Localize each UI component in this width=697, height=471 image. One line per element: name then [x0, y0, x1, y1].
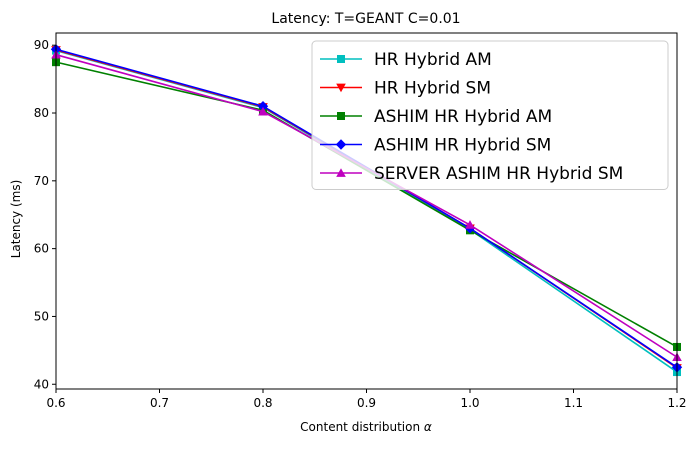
legend-swatch-marker — [336, 83, 346, 93]
y-tick-label: 40 — [34, 377, 49, 391]
legend-entry: ASHIM HR Hybrid AM — [320, 107, 552, 127]
data-point — [258, 106, 268, 116]
legend-label: ASHIM HR Hybrid AM — [374, 107, 552, 127]
legend-label: HR Hybrid AM — [374, 50, 492, 70]
x-axis-title-symbol: α — [424, 420, 432, 434]
axes: 0.6 0.7 0.8 0.9 1.0 1.1 1.2 40 50 60 70 80 90 — [34, 32, 687, 410]
legend-swatch-marker — [336, 168, 346, 177]
x-axis-title: Content distribution α — [300, 420, 432, 434]
legend-swatch-marker — [335, 139, 347, 150]
y-tick-label: 50 — [34, 309, 49, 323]
x-axis-title-text: Content distribution — [300, 420, 420, 434]
legend-label: ASHIM HR Hybrid SM — [374, 136, 551, 156]
legend-entry: HR Hybrid SM — [320, 79, 491, 99]
legend-entry: SERVER ASHIM HR Hybrid SM — [320, 164, 623, 184]
y-tick-label: 60 — [34, 242, 49, 256]
x-tick-label: 0.8 — [253, 396, 272, 410]
legend-entry: ASHIM HR Hybrid SM — [320, 136, 551, 156]
y-axis-title: Latency (ms) — [9, 180, 23, 259]
x-tick-label: 1.1 — [564, 396, 583, 410]
legend-entry: HR Hybrid AM — [320, 50, 492, 70]
chart-title: Latency: T=GEANT C=0.01 — [271, 11, 460, 27]
legend-swatch-marker — [337, 112, 345, 120]
legend-swatch-marker — [337, 55, 345, 63]
y-tick-label: 90 — [34, 38, 49, 52]
x-tick-label: 0.6 — [46, 396, 65, 410]
x-tick-label: 0.9 — [357, 396, 376, 410]
x-tick-label: 1.2 — [667, 396, 686, 410]
y-tick-label: 80 — [34, 106, 49, 120]
data-point — [465, 220, 475, 229]
legend-label: HR Hybrid SM — [374, 79, 491, 99]
legend-label: SERVER ASHIM HR Hybrid SM — [374, 164, 623, 184]
legend: HR Hybrid AM HR Hybrid SM ASHIM HR Hybrid … — [311, 40, 669, 190]
legend-box — [311, 40, 669, 190]
data-point — [257, 101, 269, 112]
x-tick-label: 0.7 — [150, 396, 169, 410]
y-tick-label: 70 — [34, 174, 49, 188]
x-tick-label: 1.0 — [460, 396, 479, 410]
